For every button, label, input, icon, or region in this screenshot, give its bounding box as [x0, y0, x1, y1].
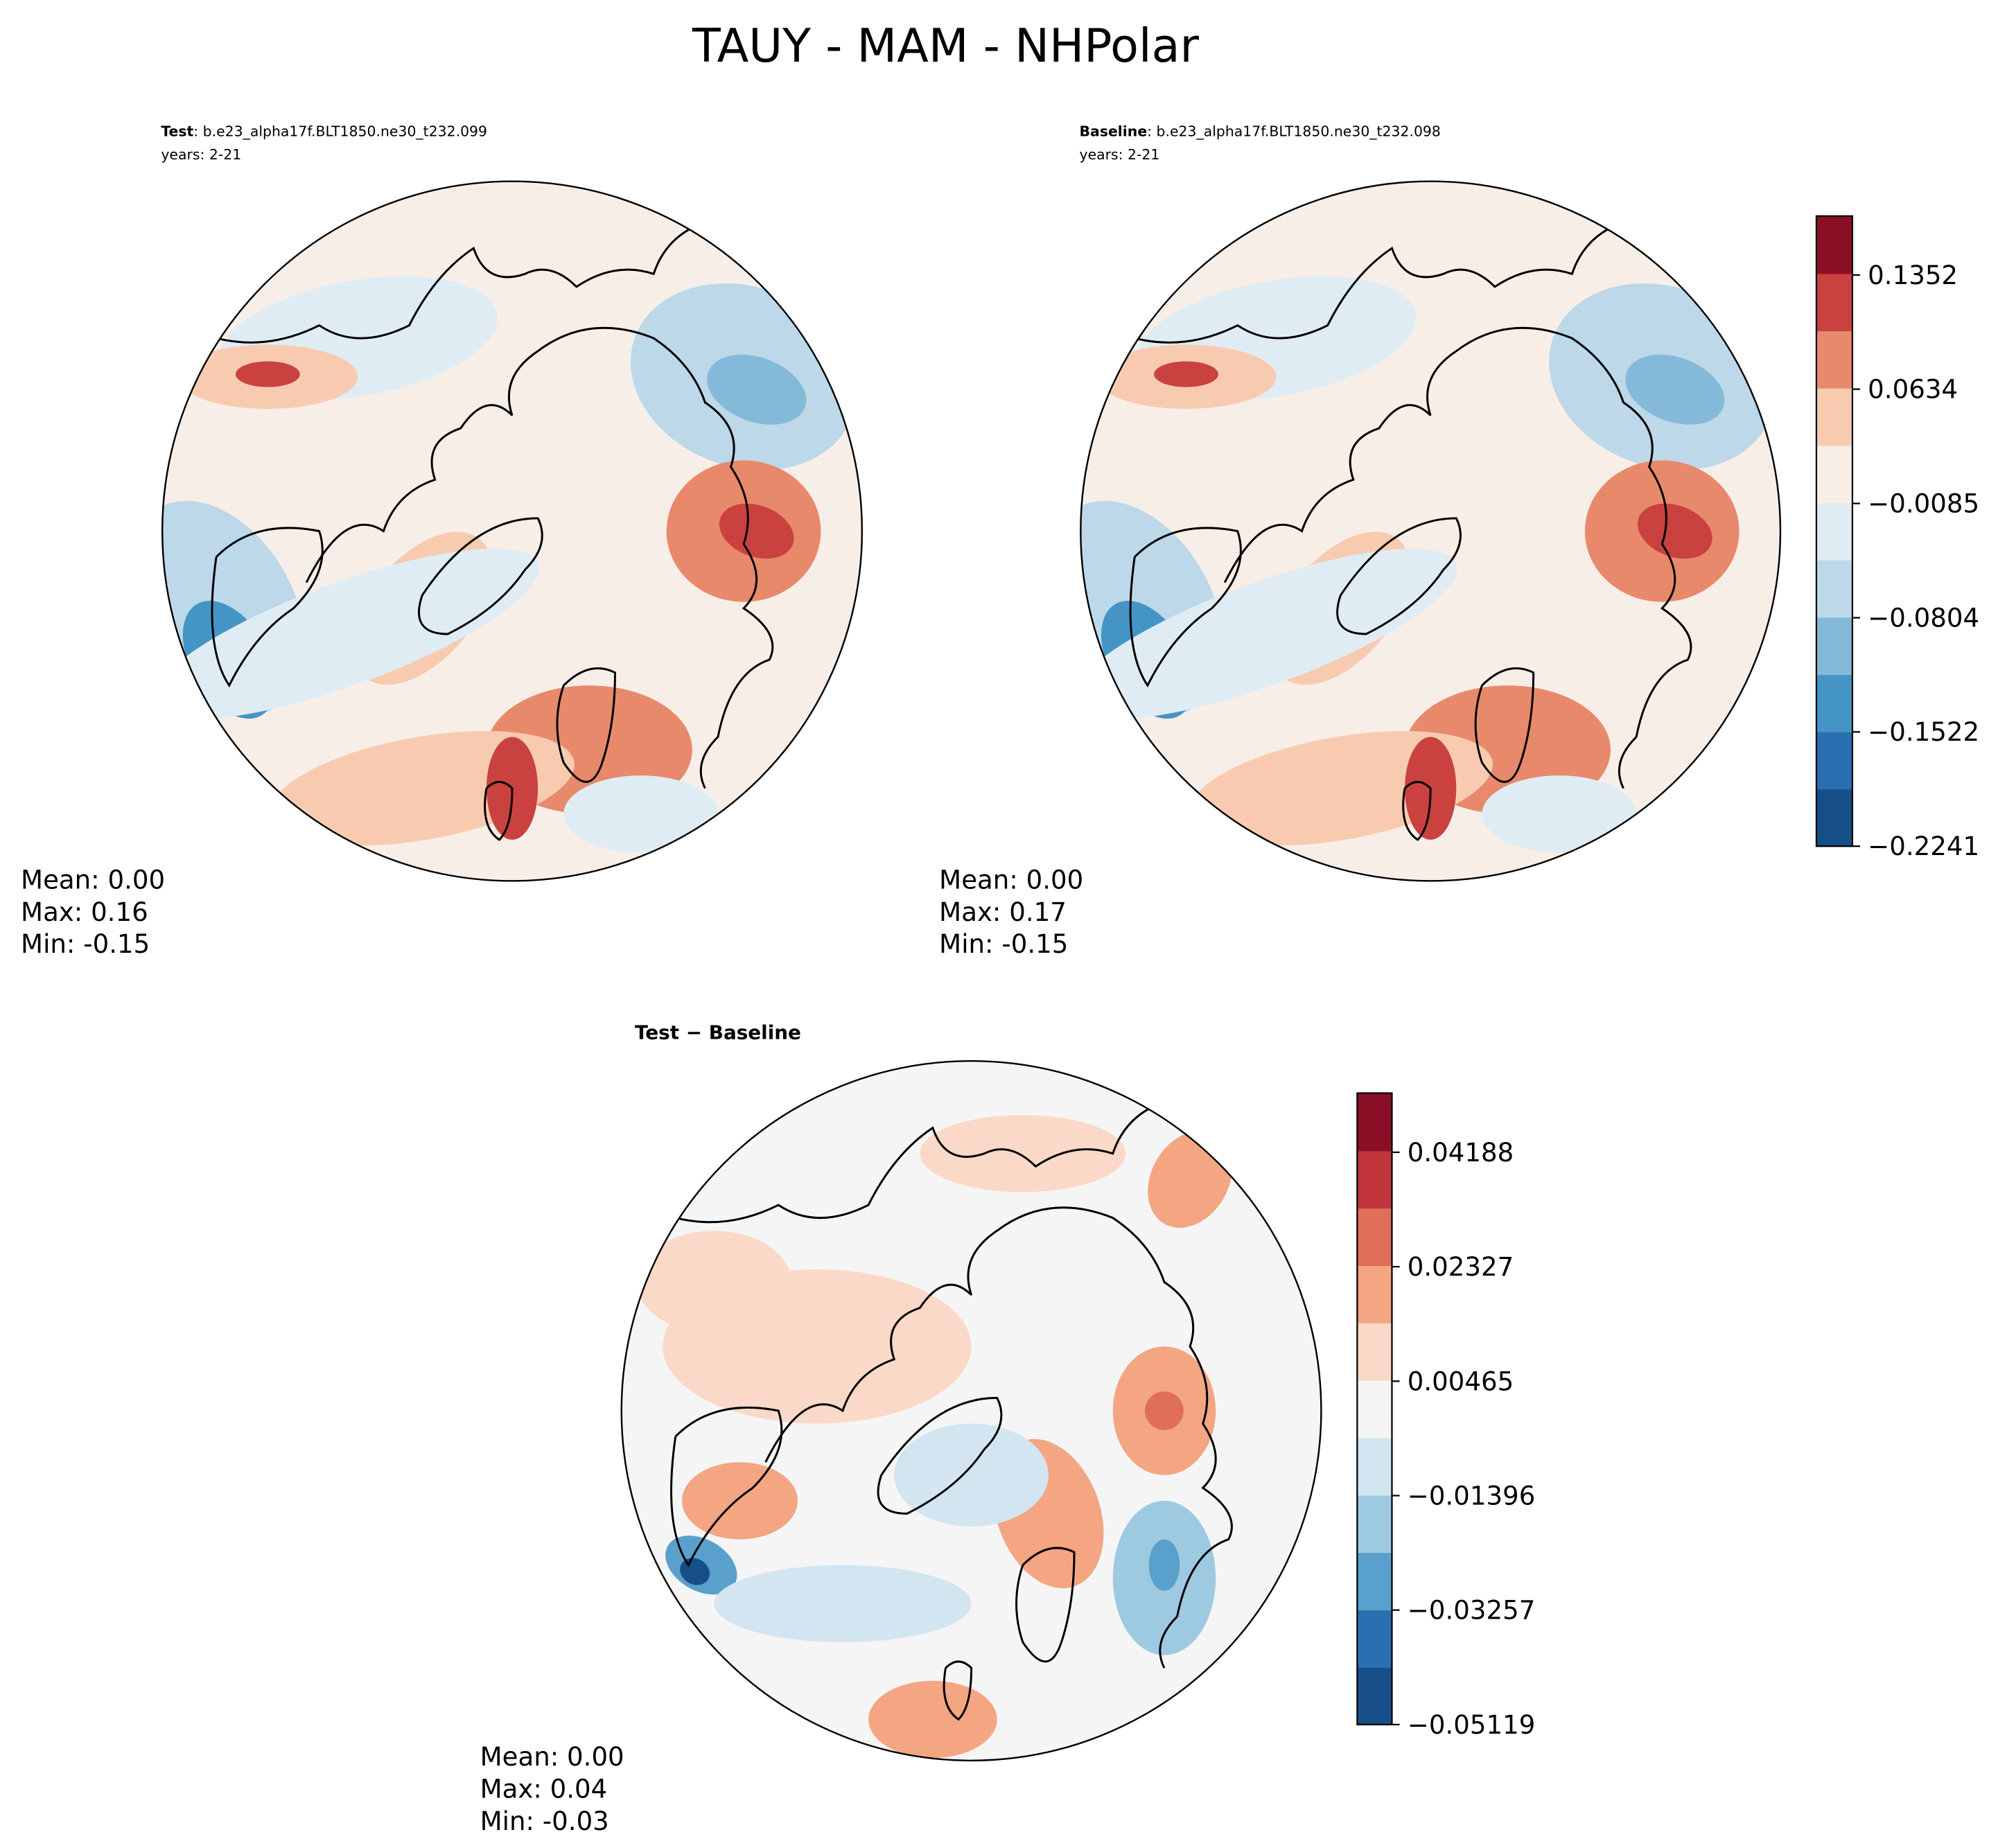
- colorbar-frame: [1815, 215, 1854, 847]
- panel-label: : b.e23_alpha17f.BLT1850.ne30_t232.099: [193, 123, 487, 140]
- colorbar-tick-label: −0.0804: [1868, 604, 1979, 633]
- colorbar: −0.05119 −0.03257 −0.01396 0.00465 0.02327 0.…: [1356, 1092, 1536, 1740]
- colorbar-tick-label: 0.00465: [1408, 1366, 1514, 1396]
- map-panel: Baseline: b.e23_alpha17f.BLT1850.ne30_t2…: [939, 123, 1782, 959]
- colorbar-band: [1816, 789, 1852, 847]
- field-contour: [235, 361, 300, 387]
- colorbar-tick-label: −0.05119: [1408, 1710, 1536, 1740]
- colorbar-tick-label: −0.01396: [1408, 1481, 1536, 1511]
- panel-label: : b.e23_alpha17f.BLT1850.ne30_t232.098: [1147, 123, 1441, 140]
- colorbar-band: [1357, 1150, 1392, 1209]
- colorbar-band: [1816, 617, 1852, 676]
- colorbar-band: [1357, 1093, 1392, 1152]
- panel-header: Test − Baseline: [635, 1021, 801, 1044]
- coastline: [1129, 221, 1692, 841]
- field-contour: [920, 1115, 1126, 1193]
- field-contour: [563, 775, 718, 853]
- map-field: [1080, 181, 1780, 881]
- colorbar-tick-label: −0.03257: [1408, 1596, 1536, 1626]
- panel-stat: Mean: 0.00: [480, 1742, 624, 1772]
- panel-stat: Mean: 0.00: [939, 865, 1083, 895]
- field-contour: [1625, 354, 1725, 425]
- panel-stat: Min: -0.03: [480, 1806, 609, 1836]
- panel-stat: Mean: 0.00: [21, 865, 165, 895]
- map-field: [162, 181, 862, 881]
- colorbar-band: [1816, 445, 1852, 504]
- panel-years: years: 2-21: [161, 146, 241, 163]
- field-contour: [868, 1680, 997, 1759]
- panel-stat: Min: -0.15: [21, 929, 150, 959]
- colorbar-tick-label: 0.0634: [1868, 375, 1958, 405]
- panel-header: Test: b.e23_alpha17f.BLT1850.ne30_t232.0…: [161, 123, 487, 140]
- colorbar-band: [1816, 502, 1852, 561]
- colorbar-band: [1357, 1437, 1392, 1496]
- field-contour: [714, 1565, 972, 1643]
- colorbar-band: [1357, 1610, 1392, 1668]
- colorbar-tick-label: 0.1352: [1868, 261, 1958, 290]
- field-contour: [1145, 1391, 1184, 1430]
- field-contour: [1482, 775, 1637, 853]
- field-contour: [682, 1462, 798, 1540]
- field-contour: [162, 548, 539, 720]
- colorbar-band: [1816, 215, 1852, 274]
- colorbar-band: [1357, 1208, 1392, 1267]
- panel-label-bold: Baseline: [1080, 123, 1148, 140]
- colorbar-band: [1357, 1552, 1392, 1611]
- colorbar-band: [1816, 674, 1852, 732]
- colorbar-band: [1816, 559, 1852, 618]
- colorbar-band: [1357, 1265, 1392, 1323]
- colorbar-tick-label: −0.1522: [1868, 717, 1979, 747]
- field-contour: [1148, 1539, 1180, 1591]
- panel-stat: Min: -0.15: [939, 929, 1068, 959]
- field-contour: [719, 503, 794, 559]
- figure-title: TAUY - MAM - NHPolar: [692, 19, 1200, 73]
- panel-stat: Max: 0.16: [21, 897, 148, 927]
- field-contour: [1637, 503, 1712, 559]
- panel-stat: Max: 0.17: [939, 897, 1067, 927]
- map-field: [621, 1061, 1322, 1761]
- colorbar-tick-label: −0.2241: [1868, 831, 1979, 861]
- colorbar-band: [1357, 1380, 1392, 1438]
- panel-label-bold: Test: [161, 123, 193, 140]
- map-boundary: [161, 180, 864, 882]
- colorbar-tick-label: −0.0085: [1868, 489, 1979, 519]
- colorbar-band: [1357, 1322, 1392, 1381]
- colorbar-frame: [1356, 1092, 1393, 1725]
- field-contour: [1154, 361, 1218, 387]
- colorbar-band: [1816, 731, 1852, 790]
- field-contour: [707, 354, 807, 425]
- map-boundary: [1080, 180, 1782, 882]
- colorbar-tick-label: 0.04188: [1408, 1138, 1514, 1168]
- map-boundary: [620, 1059, 1322, 1762]
- panel-years: years: 2-21: [1080, 146, 1160, 163]
- map-panel: Test: b.e23_alpha17f.BLT1850.ne30_t232.0…: [21, 123, 864, 959]
- field-contour: [663, 1269, 972, 1424]
- coastline: [211, 221, 774, 841]
- colorbar: −0.2241 −0.1522 −0.0804 −0.0085 0.0634 0.1352: [1815, 215, 1979, 861]
- colorbar-band: [1816, 387, 1852, 446]
- coastline: [670, 1101, 1233, 1721]
- colorbar-band: [1357, 1495, 1392, 1554]
- field-contour: [1080, 548, 1458, 720]
- colorbar-band: [1357, 1666, 1392, 1725]
- colorbar-tick-label: 0.02327: [1408, 1252, 1514, 1282]
- colorbar-band: [1816, 273, 1852, 332]
- panel-header: Baseline: b.e23_alpha17f.BLT1850.ne30_t2…: [1080, 123, 1441, 140]
- field-contour: [894, 1423, 1049, 1527]
- colorbar-band: [1816, 331, 1852, 389]
- panel-stat: Max: 0.04: [480, 1775, 608, 1804]
